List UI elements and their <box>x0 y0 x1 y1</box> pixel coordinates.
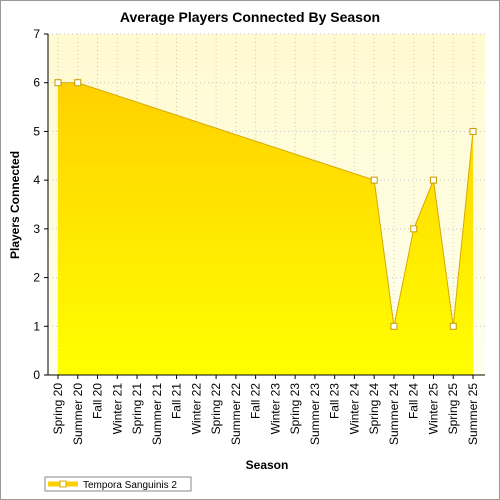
y-tick-label: 2 <box>33 271 40 285</box>
x-tick-label: Spring 22 <box>209 383 223 435</box>
data-point-marker <box>390 322 398 330</box>
data-point-marker <box>54 79 62 87</box>
y-axis-ticks: 0 1 2 3 4 5 6 7 <box>33 27 48 382</box>
series-line <box>58 82 474 327</box>
y-tick-label: 6 <box>33 76 40 90</box>
x-tick-label: Fall 22 <box>249 383 263 419</box>
legend-label: Tempora Sanguinis 2 <box>83 480 177 491</box>
x-tick-label: Spring 21 <box>130 383 144 435</box>
x-tick-label: Spring 23 <box>288 383 302 435</box>
x-tick-label: Fall 21 <box>170 383 184 419</box>
data-point-marker <box>370 176 378 184</box>
x-axis-ticks: Spring 20 Summer 20 Fall 20 Winter 21 Spring… <box>51 375 480 445</box>
y-tick-label: 3 <box>33 222 40 236</box>
x-axis-label: Season <box>246 458 289 472</box>
legend: Tempora Sanguinis 2 <box>44 476 192 492</box>
x-tick-label: Winter 25 <box>426 383 440 435</box>
x-tick-label: Fall 20 <box>91 383 105 419</box>
x-tick-label: Winter 24 <box>347 383 361 435</box>
data-point-marker <box>410 225 418 233</box>
data-point-marker <box>429 176 437 184</box>
series-area <box>58 82 473 375</box>
legend-box <box>44 476 192 492</box>
x-tick-label: Spring 25 <box>446 383 460 435</box>
data-point-marker <box>469 127 477 135</box>
x-tick-label: Summer 21 <box>150 383 164 445</box>
x-tick-label: Summer 23 <box>308 383 322 445</box>
y-tick-label: 7 <box>33 27 40 41</box>
x-tick-label: Summer 20 <box>71 383 85 445</box>
y-tick-label: 4 <box>33 173 40 187</box>
x-tick-label: Fall 23 <box>328 383 342 419</box>
x-tick-label: Winter 21 <box>110 383 124 435</box>
legend-marker <box>59 480 67 488</box>
y-tick-label: 5 <box>33 124 40 138</box>
x-tick-label: Spring 20 <box>51 383 65 435</box>
x-tick-label: Summer 22 <box>229 383 243 445</box>
x-tick-label: Winter 22 <box>189 383 203 435</box>
y-tick-label: 0 <box>33 368 40 382</box>
x-tick-label: Spring 24 <box>367 383 381 435</box>
x-tick-label: Summer 24 <box>387 383 401 445</box>
data-point-marker <box>74 79 82 87</box>
y-axis-label: Players Connected <box>8 151 22 259</box>
x-tick-label: Fall 24 <box>407 383 421 419</box>
series-markers <box>54 79 477 330</box>
chart-title: Average Players Connected By Season <box>120 9 380 25</box>
data-point-marker <box>449 322 457 330</box>
x-tick-label: Summer 25 <box>466 383 480 445</box>
y-tick-label: 1 <box>33 319 40 333</box>
x-tick-label: Winter 23 <box>268 383 282 435</box>
